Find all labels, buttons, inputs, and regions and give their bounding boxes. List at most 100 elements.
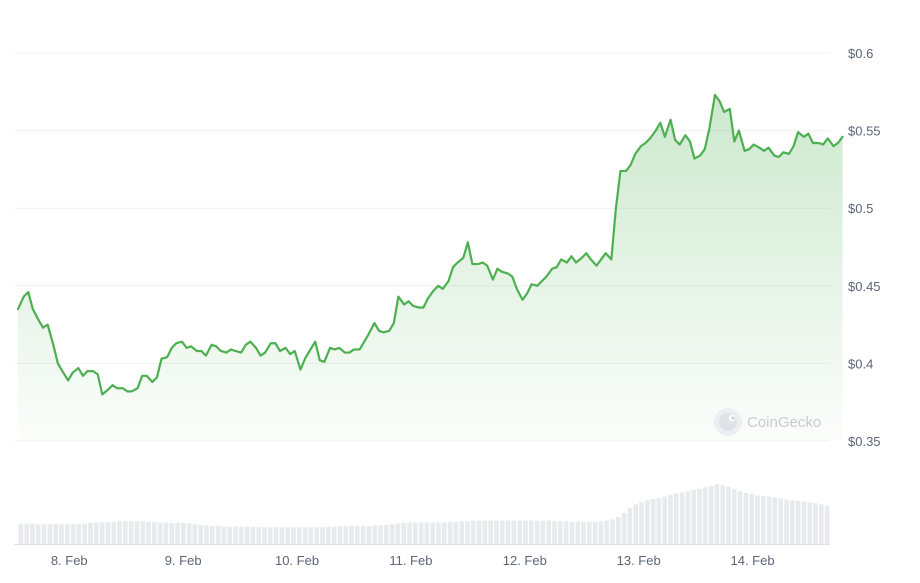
volume-bar [610, 519, 615, 544]
volume-bar [384, 524, 389, 544]
volume-bar [181, 523, 186, 544]
volume-bar [714, 484, 720, 544]
volume-bar [500, 520, 505, 544]
volume-bar [343, 526, 348, 544]
x-tick-label: 11. Feb [389, 553, 432, 568]
volume-bar [534, 520, 540, 544]
x-tick-label: 9. Feb [165, 553, 202, 568]
grid-lines [14, 52, 830, 545]
y-tick-label: $0.55 [848, 124, 881, 139]
volume-bar [621, 512, 627, 544]
volume-bar [65, 524, 70, 544]
watermark-text: CoinGecko [747, 414, 821, 431]
volume-bar [378, 525, 383, 544]
volume-bar [169, 523, 174, 544]
volume-bar [99, 522, 105, 544]
volume-bar [598, 521, 604, 544]
price-line [16, 93, 844, 396]
volume-bar [523, 520, 528, 544]
volume-bar [778, 498, 783, 544]
volume-bar [198, 524, 203, 544]
volume-bar [30, 523, 35, 544]
volume-bar [88, 523, 93, 544]
price-series-line [16, 93, 844, 396]
volume-bar [273, 527, 279, 544]
volume-bar [668, 494, 673, 544]
volume-bar [645, 500, 650, 544]
volume-bar [279, 527, 285, 544]
volume-bar [703, 487, 708, 544]
volume-bar [639, 502, 644, 544]
volume-bar [117, 521, 122, 544]
y-tick-label: $0.45 [848, 279, 881, 294]
volume-bar [53, 524, 58, 544]
volume-bar [697, 488, 702, 544]
volume-bar [824, 505, 830, 544]
volume-bar [250, 526, 256, 544]
volume-bar [708, 485, 714, 544]
volume-bar [76, 524, 82, 544]
volume-bar [726, 486, 731, 544]
volume-bar [436, 522, 441, 544]
volume-bar [442, 522, 447, 544]
volume-bar [308, 527, 314, 544]
y-tick-label: $0.35 [848, 434, 881, 449]
volume-bar [314, 527, 319, 544]
volume-bar [790, 500, 795, 544]
volume-bar [761, 496, 766, 544]
volume-bar [604, 520, 609, 544]
y-tick-label: $0.4 [848, 356, 873, 371]
volume-bar [546, 520, 551, 544]
volume-bar [558, 521, 563, 544]
x-tick-label: 12. Feb [503, 553, 547, 568]
volume-bar [268, 527, 273, 544]
volume-bar [511, 520, 517, 544]
volume-bar [186, 523, 192, 544]
volume-bar [819, 504, 824, 544]
volume-bar [221, 526, 227, 544]
volume-bar [36, 524, 41, 544]
volume-bar [163, 522, 169, 544]
volume-bar [732, 488, 737, 544]
x-tick-label: 8. Feb [51, 553, 88, 568]
volume-bar [105, 522, 111, 544]
volume-bar [691, 490, 696, 544]
volume-bar [447, 521, 453, 544]
volume-bar [146, 521, 151, 544]
volume-bar [157, 522, 163, 544]
volume-bar [650, 499, 656, 544]
volume-bar [616, 517, 621, 544]
volume-bar [401, 523, 406, 544]
y-tick-label: $0.5 [848, 201, 873, 216]
volume-bar [807, 502, 812, 544]
price-area [18, 94, 843, 442]
volume-bar [123, 521, 128, 544]
volume-bar [337, 526, 343, 544]
x-tick-label: 13. Feb [617, 553, 661, 568]
volume-bar [366, 526, 372, 544]
volume-bar [755, 495, 760, 544]
volume-bar [82, 523, 87, 544]
volume-bar [140, 521, 145, 544]
volume-bar [210, 526, 215, 544]
volume-bar [494, 520, 499, 544]
volume-bar [128, 521, 134, 544]
volume-bar [581, 521, 586, 544]
volume-bar [302, 527, 308, 544]
volume-bar [349, 526, 354, 544]
volume-bar [743, 493, 749, 544]
volume-bar [784, 499, 789, 544]
volume-bar [656, 497, 662, 544]
volume-bar [540, 520, 546, 544]
volume-bar [326, 526, 331, 544]
volume-bar [389, 524, 395, 544]
volume-bar [413, 522, 418, 544]
volume-bar [233, 526, 238, 544]
volume-bar [320, 527, 325, 544]
volume-bar [239, 526, 244, 544]
price-area-fill [18, 94, 843, 442]
volume-bar [488, 520, 493, 544]
volume-bar [476, 520, 482, 544]
